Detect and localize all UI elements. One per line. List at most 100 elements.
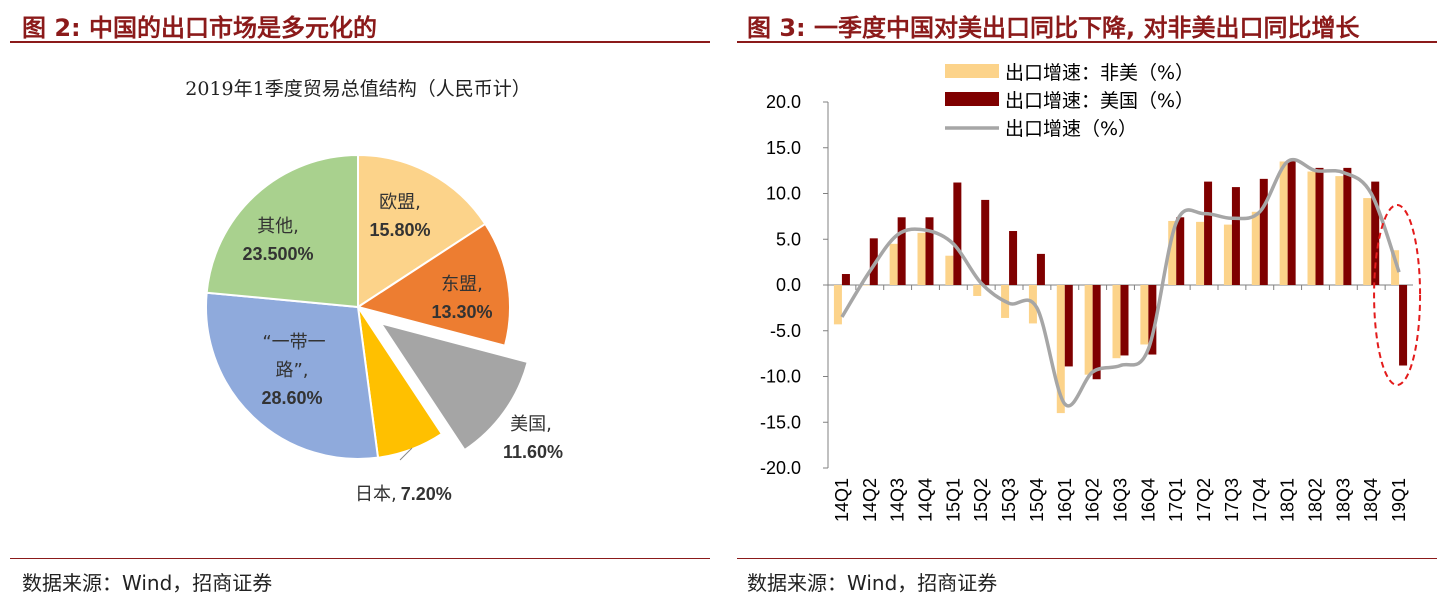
pie-slice-value: 23.500% — [242, 244, 313, 264]
x-tick-label: 16Q3 — [1111, 478, 1131, 522]
leader-line — [399, 447, 413, 461]
bar — [1092, 285, 1101, 380]
x-tick-label: 17Q2 — [1194, 478, 1214, 522]
x-tick-label: 15Q3 — [999, 478, 1019, 522]
bar — [1223, 224, 1232, 285]
x-tick-label: 19Q1 — [1389, 478, 1409, 522]
x-tick-label: 16Q2 — [1083, 478, 1103, 522]
pie-slice-label: 其他, — [257, 216, 299, 237]
bar — [1168, 220, 1177, 285]
bar — [1343, 167, 1352, 285]
left-source-note: 数据来源：Wind，招商证券 — [22, 571, 273, 595]
pie-chart: 2019年1季度贸易总值结构（人民币计） 欧盟, 15.80% 东盟, 13.30% 美… — [185, 78, 563, 505]
legend-swatch — [945, 92, 999, 106]
legend-label: 出口增速（%） — [1005, 118, 1137, 140]
pie-slice-value: 11.60% — [503, 442, 563, 462]
pie-slice-value: 28.60% — [261, 388, 322, 408]
bar-line-chart: 出口增速：非美（%） 出口增速：美国（%） 出口增速（%） 20.0 15.0 10.0… — [760, 62, 1422, 522]
bar — [1084, 285, 1093, 375]
bar — [1251, 211, 1260, 285]
x-tick-label: 17Q1 — [1166, 478, 1186, 522]
bar — [841, 274, 850, 285]
pie-slice — [378, 321, 529, 452]
pie-slice-label: 路”, — [275, 360, 308, 381]
bar — [833, 285, 842, 325]
x-tick-label: 17Q3 — [1222, 478, 1242, 522]
x-tick-label: 18Q4 — [1361, 478, 1381, 522]
x-tick-label: 15Q4 — [1027, 478, 1047, 522]
bar — [897, 217, 906, 285]
x-tick-label: 18Q3 — [1333, 478, 1353, 522]
legend-label: 出口增速：非美（%） — [1005, 62, 1194, 84]
bar — [1009, 231, 1018, 285]
bar — [1140, 285, 1149, 345]
bar — [1307, 171, 1316, 285]
x-tick-label: 14Q4 — [916, 478, 936, 522]
bar — [1259, 178, 1268, 285]
bar — [973, 285, 982, 296]
bar — [953, 182, 962, 285]
pie-slice-value: 13.30% — [431, 302, 492, 322]
x-tick-label: 18Q2 — [1306, 478, 1326, 522]
bar — [1064, 285, 1073, 367]
pie-slice-value: 15.80% — [369, 220, 430, 240]
y-tick-label: -15.0 — [760, 412, 801, 432]
pie-slice-label: “一带一 — [262, 332, 325, 353]
x-tick-label: 14Q3 — [888, 478, 908, 522]
pie-chart-title: 2019年1季度贸易总值结构（人民币计） — [185, 78, 530, 100]
y-tick-label: 20.0 — [766, 92, 801, 112]
bar — [889, 243, 898, 285]
bar — [1204, 181, 1213, 285]
left-title-divider — [10, 41, 710, 43]
bar — [1335, 176, 1344, 285]
x-tick-label: 14Q1 — [832, 478, 852, 522]
bar — [1363, 198, 1372, 285]
right-source-note: 数据来源：Wind，招商证券 — [747, 571, 998, 595]
pie-slice — [205, 153, 359, 309]
left-panel-title: 图 2: 中国的出口市场是多元化的 — [22, 14, 378, 42]
bar — [945, 255, 954, 285]
y-tick-label: -20.0 — [760, 458, 801, 478]
pie-slice — [357, 153, 487, 309]
bar — [1196, 221, 1205, 285]
x-tick-label: 14Q2 — [860, 478, 880, 522]
series-line — [840, 158, 1401, 408]
pie-slice — [355, 222, 511, 347]
bar — [1287, 160, 1296, 285]
bar — [1176, 217, 1185, 285]
bar — [1112, 285, 1121, 359]
y-tick-label: -5.0 — [770, 321, 801, 341]
bar — [1399, 285, 1408, 366]
bar — [1120, 285, 1129, 356]
x-tick-label: 16Q1 — [1055, 478, 1075, 522]
right-title-divider — [737, 41, 1437, 43]
bar — [1056, 285, 1065, 414]
bar — [1231, 187, 1240, 285]
bar — [1315, 167, 1324, 285]
pie-slice-label: 日本, 7.20% — [355, 484, 452, 505]
legend-label: 出口增速：美国（%） — [1005, 90, 1194, 112]
bar — [917, 232, 926, 285]
bar — [1371, 181, 1380, 285]
highlight-ellipse — [1373, 204, 1422, 386]
bar — [1391, 250, 1400, 285]
y-tick-label: -10.0 — [760, 367, 801, 387]
right-source-divider — [737, 558, 1437, 559]
x-tick-label: 15Q2 — [971, 478, 991, 522]
bar — [1036, 253, 1045, 285]
right-panel-title: 图 3: 一季度中国对美出口同比下降, 对非美出口同比增长 — [747, 14, 1360, 42]
x-tick-label: 15Q1 — [943, 478, 963, 522]
y-tick-label: 0.0 — [776, 275, 801, 295]
x-tick-label: 16Q4 — [1138, 478, 1158, 522]
bar — [981, 199, 990, 285]
y-tick-label: 10.0 — [766, 184, 801, 204]
bar — [1279, 161, 1288, 285]
legend-swatch — [945, 64, 999, 78]
pie-slice-label: 美国, — [510, 414, 552, 435]
bar — [925, 217, 934, 285]
x-tick-label: 18Q1 — [1278, 478, 1298, 522]
x-tick-label: 17Q4 — [1250, 478, 1270, 522]
y-tick-label: 5.0 — [776, 229, 801, 249]
left-source-divider — [10, 558, 710, 559]
pie-slice — [205, 291, 380, 460]
